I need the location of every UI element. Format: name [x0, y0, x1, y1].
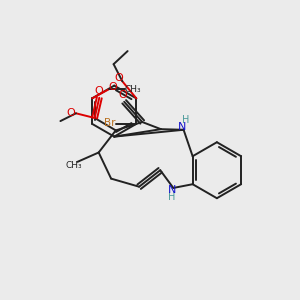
Text: O: O [94, 86, 103, 96]
Text: Br: Br [104, 118, 116, 128]
Text: N: N [178, 122, 186, 132]
Text: H: H [168, 192, 176, 202]
Text: CH₃: CH₃ [65, 161, 82, 170]
Text: O: O [118, 90, 127, 100]
Text: N: N [168, 185, 176, 195]
Text: O: O [115, 73, 124, 82]
Text: O: O [108, 82, 117, 92]
Text: H: H [182, 116, 190, 125]
Text: O: O [66, 108, 75, 118]
Text: CH₃: CH₃ [124, 85, 141, 94]
